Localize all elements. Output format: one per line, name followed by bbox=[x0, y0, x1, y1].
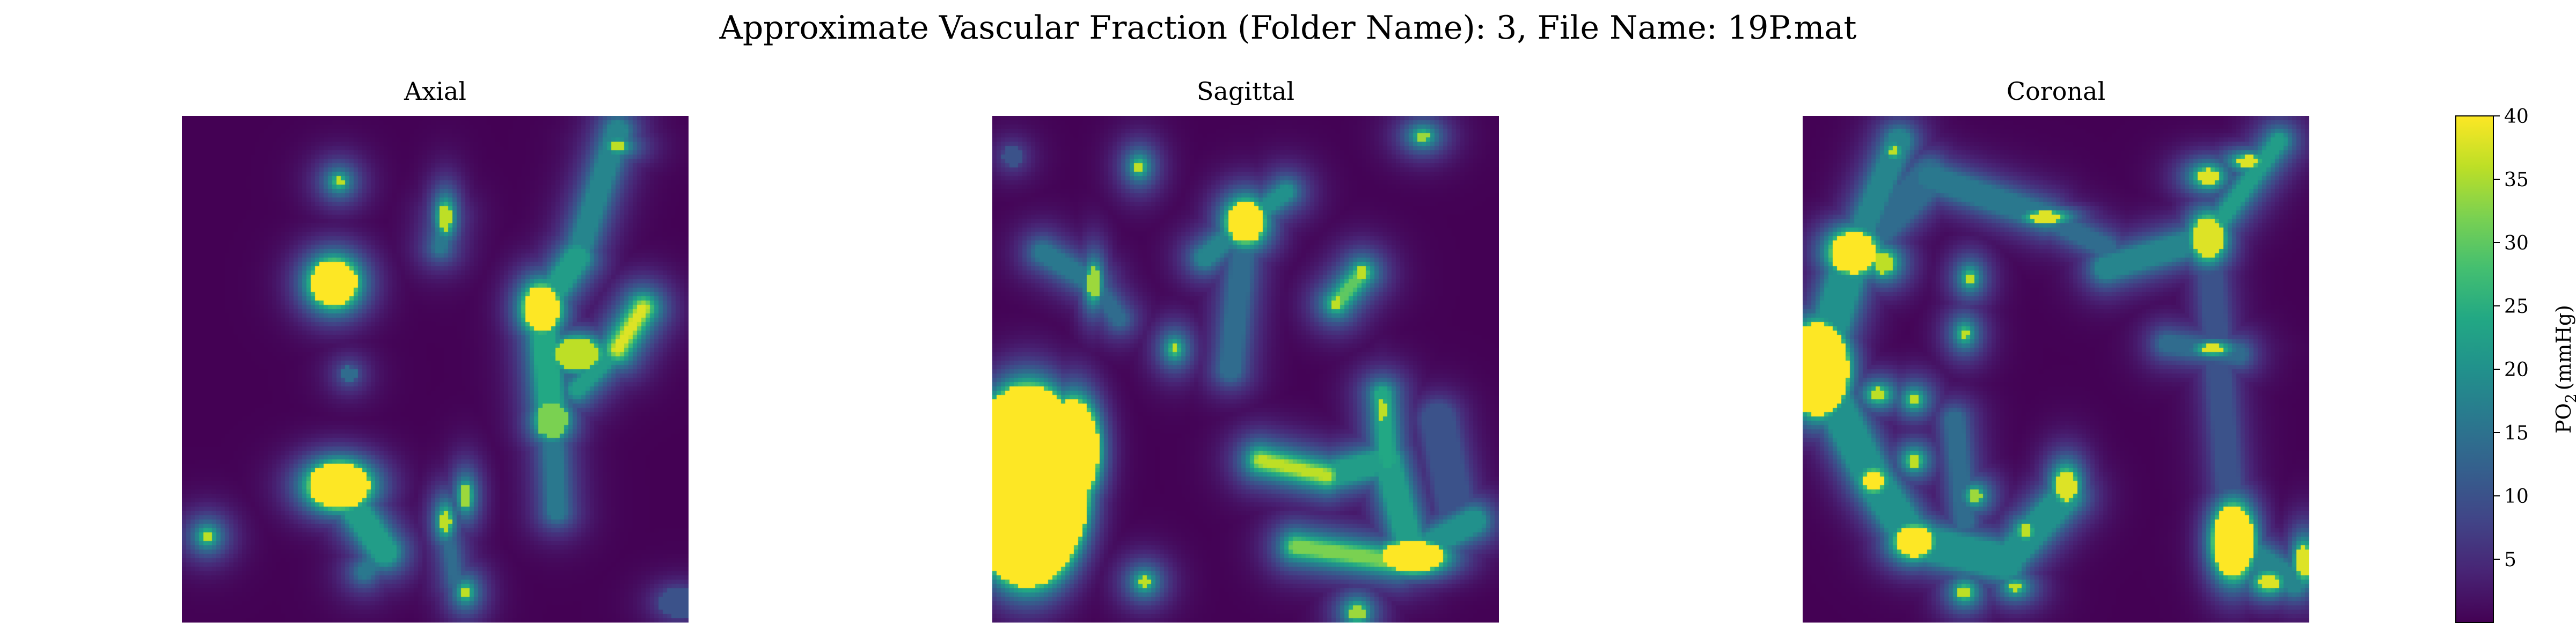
colorbar-label: PO2(mmHg) bbox=[2552, 305, 2576, 434]
colorbar-ticks: 5 10 15 20 25 30 35 40 bbox=[2493, 106, 2529, 571]
heatmap-sagittal bbox=[992, 116, 1499, 623]
colorbar-tick-label: 25 bbox=[2504, 296, 2529, 318]
colorbar-gradient bbox=[2455, 115, 2494, 623]
panel-title-axial: Axial bbox=[404, 77, 466, 106]
heatmap-coronal bbox=[1803, 116, 2309, 623]
colorbar-tick-label: 30 bbox=[2504, 232, 2529, 254]
colorbar-tick-label: 15 bbox=[2504, 422, 2529, 444]
colorbar-tick-label: 40 bbox=[2504, 106, 2529, 128]
colorbar-tick-label: 5 bbox=[2504, 549, 2516, 571]
chart-title: Approximate Vascular Fraction (Folder Na… bbox=[719, 9, 1857, 47]
panel-title-coronal: Coronal bbox=[2006, 77, 2106, 106]
colorbar-tick-label: 35 bbox=[2504, 169, 2529, 191]
colorbar-tick-label: 10 bbox=[2504, 486, 2529, 508]
heatmap-axial bbox=[182, 116, 689, 623]
panel-title-sagittal: Sagittal bbox=[1196, 77, 1295, 106]
colorbar-tick-label: 20 bbox=[2504, 359, 2529, 381]
